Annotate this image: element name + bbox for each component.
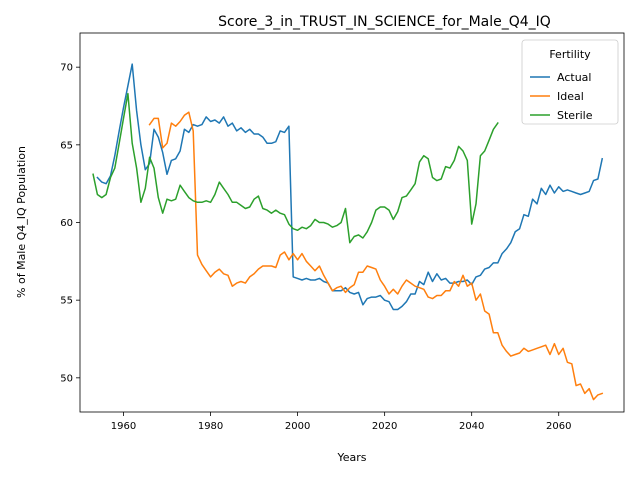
legend-box xyxy=(521,39,619,125)
x-tick-label: 2040 xyxy=(459,421,484,432)
legend-label-ideal: Ideal xyxy=(557,90,584,103)
y-axis-label: % of Male Q4_IQ Population xyxy=(15,146,28,298)
x-axis: 1960 1980 2000 2020 2040 2060 xyxy=(111,412,571,432)
y-tick-label: 70 xyxy=(60,63,73,74)
y-tick-label: 50 xyxy=(60,373,73,384)
legend-label-actual: Actual xyxy=(557,71,591,84)
y-tick-label: 55 xyxy=(60,296,73,307)
series-line-actual xyxy=(96,63,604,311)
legend-label-sterile: Sterile xyxy=(557,109,593,122)
legend-title: Fertility xyxy=(549,48,591,61)
plot-area xyxy=(92,63,604,401)
series-line-sterile xyxy=(92,92,499,244)
x-axis-label: Years xyxy=(336,451,366,464)
series-line-ideal xyxy=(148,111,604,401)
x-tick-label: 1960 xyxy=(111,421,136,432)
x-tick-label: 2000 xyxy=(285,421,310,432)
y-tick-label: 65 xyxy=(60,140,73,151)
y-tick-label: 60 xyxy=(60,218,73,229)
x-tick-label: 1980 xyxy=(198,421,223,432)
x-tick-label: 2020 xyxy=(372,421,397,432)
legend: Fertility Actual Ideal Sterile xyxy=(521,39,619,125)
y-axis: 50 55 60 65 70 xyxy=(60,63,80,384)
x-tick-label: 2060 xyxy=(546,421,571,432)
chart-title: Score_3_in_TRUST_IN_SCIENCE_for_Male_Q4_… xyxy=(218,14,551,30)
plot-frame xyxy=(79,32,625,413)
